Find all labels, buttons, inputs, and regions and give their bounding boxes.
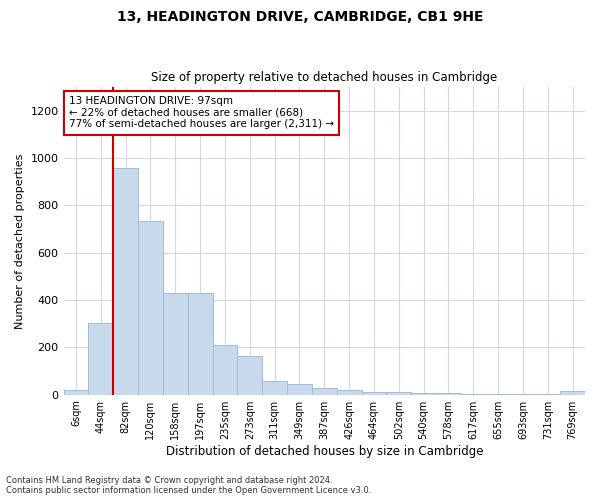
Text: 13 HEADINGTON DRIVE: 97sqm
← 22% of detached houses are smaller (668)
77% of sem: 13 HEADINGTON DRIVE: 97sqm ← 22% of deta… xyxy=(69,96,334,130)
Text: Contains HM Land Registry data © Crown copyright and database right 2024.
Contai: Contains HM Land Registry data © Crown c… xyxy=(6,476,371,495)
Bar xyxy=(238,356,262,395)
Title: Size of property relative to detached houses in Cambridge: Size of property relative to detached ho… xyxy=(151,72,497,85)
Bar xyxy=(436,393,461,394)
Bar xyxy=(337,390,362,394)
X-axis label: Distribution of detached houses by size in Cambridge: Distribution of detached houses by size … xyxy=(166,444,483,458)
Bar xyxy=(88,322,113,394)
Bar xyxy=(163,293,188,394)
Bar xyxy=(113,168,138,394)
Y-axis label: Number of detached properties: Number of detached properties xyxy=(15,153,25,328)
Bar xyxy=(138,221,163,394)
Bar xyxy=(386,392,411,394)
Bar xyxy=(362,392,386,394)
Bar xyxy=(560,391,585,394)
Bar xyxy=(312,388,337,394)
Bar xyxy=(188,293,212,394)
Bar xyxy=(262,380,287,394)
Bar xyxy=(287,384,312,394)
Bar xyxy=(64,390,88,394)
Text: 13, HEADINGTON DRIVE, CAMBRIDGE, CB1 9HE: 13, HEADINGTON DRIVE, CAMBRIDGE, CB1 9HE xyxy=(117,10,483,24)
Bar xyxy=(212,345,238,395)
Bar xyxy=(411,393,436,394)
